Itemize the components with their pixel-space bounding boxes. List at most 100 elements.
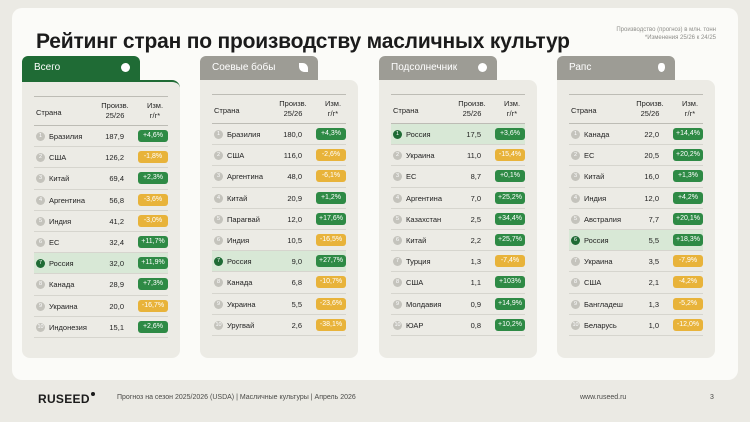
change-badge: +1,2% (316, 191, 346, 204)
tab-2[interactable]: Подсолнечник (379, 56, 497, 80)
change-badge: +4,3% (316, 128, 346, 140)
header-production: Произв. 25/26 (101, 101, 129, 120)
header-country: Страна (36, 108, 62, 117)
table-row: 6 ЕС 32,4 +11,7% (34, 232, 168, 254)
production-value: 20,5 (644, 151, 659, 161)
change-badge: +20,1% (673, 212, 703, 225)
production-value: 9,0 (291, 257, 302, 267)
table-row: 2 ЕС 20,5 +20,2% (569, 145, 703, 167)
page-title: Рейтинг стран по производству масличных … (36, 30, 570, 53)
header-production: Произв. 25/26 (458, 99, 486, 118)
table-row: 5 Индия 41,2 -3,0% (34, 211, 168, 232)
table-row: 9 Молдавия 0,9 +14,9% (391, 294, 525, 315)
table-row: 10 Беларусь 1,0 -12,0% (569, 315, 703, 336)
country-name: Канада (227, 278, 253, 288)
header-production: Произв. 25/26 (636, 99, 664, 118)
production-value: 11,0 (466, 151, 481, 161)
rank-badge: 8 (571, 278, 580, 288)
change-badge: +18,3% (673, 233, 703, 246)
production-value: 5,5 (648, 235, 659, 245)
country-name: ЕС (406, 172, 417, 182)
change-badge: +11,9% (138, 257, 168, 270)
country-name: Украина (227, 299, 256, 309)
table-row: 3 ЕС 8,7 +0,1% (391, 166, 525, 188)
production-value: 187,9 (105, 132, 124, 141)
logo-dot-icon (90, 392, 95, 396)
tab-3[interactable]: Рапс (557, 56, 675, 80)
production-value: 1,3 (470, 257, 481, 267)
change-badge: -16,7% (138, 299, 168, 312)
header-change: Изм. г/г* (681, 99, 699, 118)
rank-badge: 4 (571, 193, 580, 203)
circle-icon (121, 63, 130, 72)
change-badge: +7,3% (138, 278, 168, 291)
change-badge: +11,7% (138, 235, 168, 248)
country-name: Россия (406, 130, 431, 139)
production-value: 2,5 (470, 214, 481, 224)
table-header: Страна Произв. 25/26 Изм. г/г* (34, 96, 168, 126)
header-change: Изм. г/г* (503, 99, 521, 118)
change-badge: +103% (495, 276, 525, 289)
change-badge: -7,9% (673, 255, 703, 268)
change-badge: +34,4% (495, 212, 525, 225)
header-country: Страна (393, 106, 419, 115)
table-row: 4 Аргентина 7,0 +25,2% (391, 188, 525, 209)
tab-0[interactable]: Всего (22, 56, 140, 80)
rank-badge: 10 (214, 320, 223, 330)
rank-badge: 8 (36, 280, 45, 290)
table-row: 6 Китай 2,2 +25,7% (391, 230, 525, 252)
country-name: Бразилия (49, 132, 83, 141)
panel-2: Подсолнечник Страна Произв. 25/26 Изм. г/г* 1 Р… (379, 56, 537, 358)
production-value: 12,0 (644, 193, 659, 203)
rank-badge: 7 (214, 257, 223, 267)
change-badge: -3,0% (138, 214, 168, 227)
rank-badge: 10 (393, 320, 402, 330)
rank-badge: 3 (214, 172, 223, 182)
country-name: Украина (49, 301, 78, 311)
rank-badge: 1 (571, 130, 580, 139)
change-badge: +0,1% (495, 170, 525, 183)
tab-1[interactable]: Соевые бобы (200, 56, 318, 80)
country-name: Парагвай (227, 214, 260, 224)
table-row: 5 Австралия 7,7 +20,1% (569, 209, 703, 230)
units-note-line1: Производство (прогноз) в млн. тонн (616, 27, 716, 33)
tab-label: Всего (34, 62, 61, 73)
production-value: 20,9 (287, 193, 302, 203)
panel-3: Рапс Страна Произв. 25/26 Изм. г/г* 1 Канада 22,… (557, 56, 715, 358)
country-name: США (406, 278, 424, 288)
change-badge: +25,7% (495, 233, 525, 246)
country-name: Турция (406, 257, 431, 267)
table-row: 10 Уругвай 2,6 -38,1% (212, 315, 346, 336)
table-row: 2 США 126,2 -1,8% (34, 147, 168, 169)
production-value: 32,0 (109, 259, 124, 269)
ranking-table: Страна Произв. 25/26 Изм. г/г* 1 Канада 22,0 +14… (569, 94, 703, 336)
change-badge: +10,2% (495, 318, 525, 331)
country-name: ЕС (49, 237, 60, 247)
production-value: 1,0 (648, 320, 659, 330)
country-name: США (49, 153, 67, 163)
change-badge: -12,0% (673, 318, 703, 331)
units-note: Производство (прогноз) в млн. тонн *Изме… (616, 26, 716, 42)
table-row: 7 Украина 3,5 -7,9% (569, 251, 703, 273)
country-name: Молдавия (406, 299, 442, 309)
change-badge: -38,1% (316, 318, 346, 331)
change-badge: +1,3% (673, 170, 703, 183)
change-badge: -10,7% (316, 276, 346, 289)
change-badge: +14,4% (673, 128, 703, 140)
change-badge: -6,1% (316, 170, 346, 183)
production-value: 5,5 (291, 299, 302, 309)
rank-badge: 7 (571, 257, 580, 267)
rank-badge: 10 (36, 322, 45, 332)
header-change: Изм. г/г* (324, 99, 342, 118)
table-row: 3 Китай 69,4 +2,3% (34, 168, 168, 190)
production-value: 56,8 (109, 195, 124, 205)
footer-url[interactable]: www.ruseed.ru (580, 394, 627, 401)
header-country: Страна (214, 106, 240, 115)
rank-badge: 6 (36, 237, 45, 247)
country-name: Китай (406, 235, 427, 245)
change-badge: -16,5% (316, 233, 346, 246)
production-value: 180,0 (283, 130, 302, 139)
country-name: Уругвай (227, 320, 255, 330)
country-name: Россия (584, 235, 609, 245)
country-name: Аргентина (227, 172, 263, 182)
